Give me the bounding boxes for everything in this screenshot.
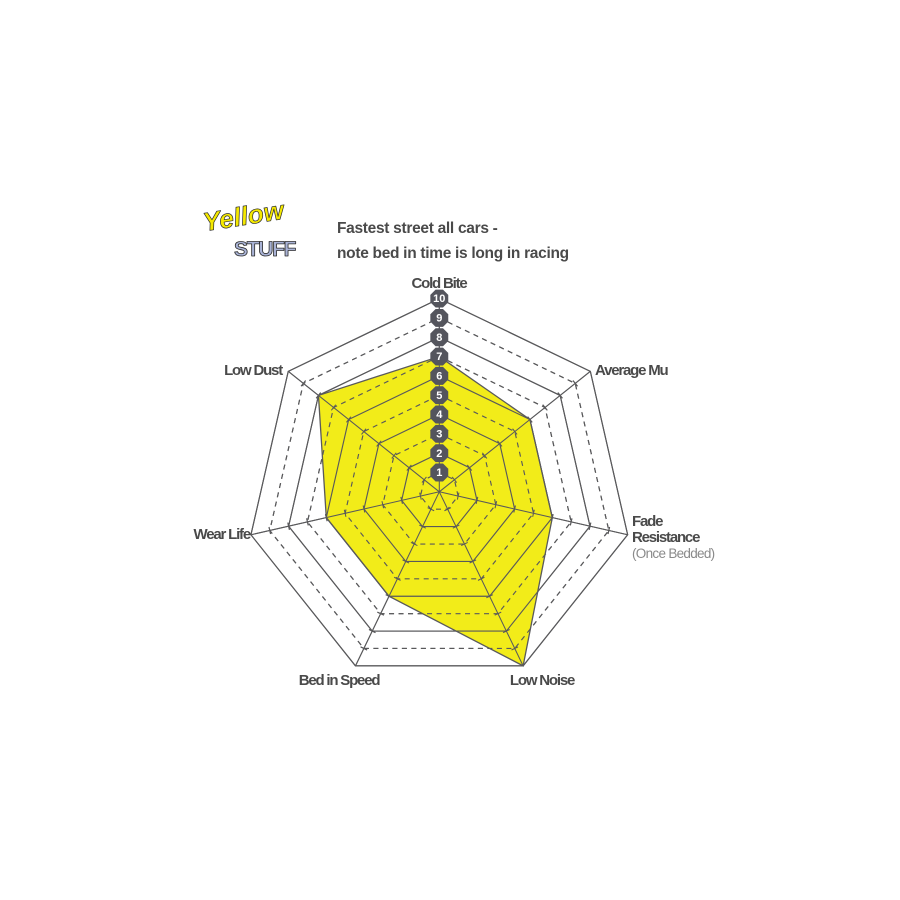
svg-text:Resistance: Resistance — [632, 529, 700, 546]
svg-text:Average Mu: Average Mu — [595, 362, 669, 379]
svg-text:7: 7 — [436, 351, 442, 363]
svg-text:Fade: Fade — [632, 513, 663, 530]
svg-text:Bed in Speed: Bed in Speed — [299, 672, 381, 689]
svg-text:Low Noise: Low Noise — [510, 672, 575, 689]
svg-text:6: 6 — [436, 370, 442, 382]
svg-text:Wear Life: Wear Life — [194, 526, 251, 543]
svg-text:8: 8 — [436, 332, 442, 344]
svg-text:(Once Bedded): (Once Bedded) — [632, 546, 715, 561]
svg-text:10: 10 — [433, 293, 445, 305]
svg-text:Cold Bite: Cold Bite — [411, 275, 467, 292]
svg-text:Low Dust: Low Dust — [224, 362, 283, 379]
svg-text:3: 3 — [436, 428, 442, 440]
svg-text:2: 2 — [436, 448, 442, 460]
svg-text:5: 5 — [436, 390, 442, 402]
svg-text:9: 9 — [436, 313, 442, 325]
svg-text:1: 1 — [436, 467, 442, 479]
svg-text:4: 4 — [436, 409, 443, 421]
